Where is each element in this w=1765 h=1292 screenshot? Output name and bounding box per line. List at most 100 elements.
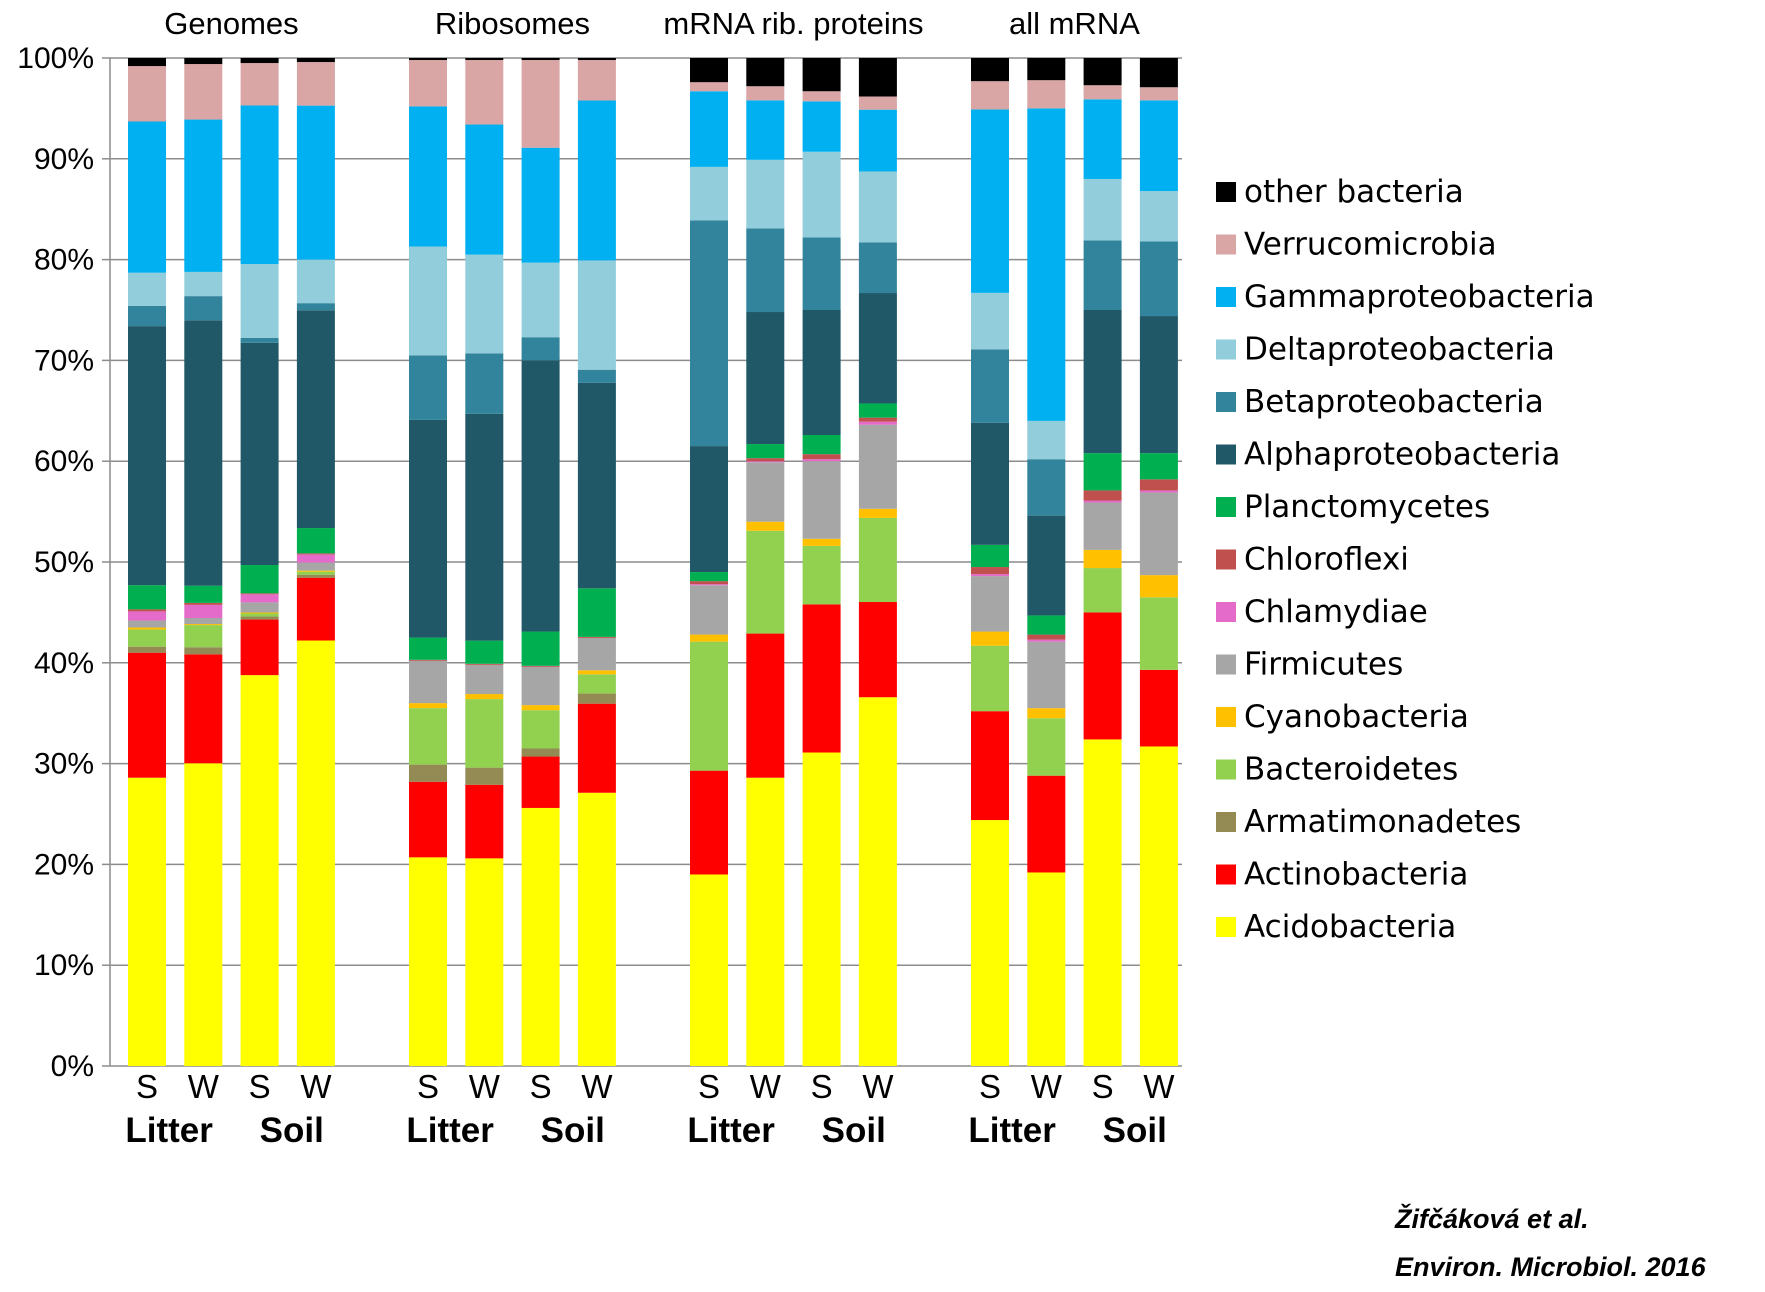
bar-season-label: W: [1031, 1068, 1063, 1105]
bar-segment-bacteroidetes: [409, 708, 447, 765]
bar-segment-armatimonadetes: [296, 574, 335, 578]
bar-segment-actinobacteria: [1083, 612, 1122, 740]
bar-segment-cyanobacteria: [858, 508, 897, 518]
bar-segment-acidobacteria: [1139, 746, 1178, 1066]
habitat-label-litter: Litter: [125, 1111, 213, 1150]
bar-segment-cyanobacteria: [1027, 708, 1066, 719]
bar-segment-chloroflexi: [971, 567, 1009, 575]
bar-segment-acidobacteria: [858, 697, 897, 1066]
bar-segment-alphaproteobacteria: [409, 419, 447, 638]
bar-segment-gammaproteobacteria: [128, 121, 166, 273]
citation-line-1: Žifčáková et al.: [1394, 1203, 1589, 1234]
bar-segment-gammaproteobacteria: [802, 101, 841, 152]
legend-label: Planctomycetes: [1244, 489, 1490, 525]
bar-segment-other-bacteria: [240, 58, 279, 64]
bar-segment-deltaproteobacteria: [1083, 178, 1122, 241]
bar-segment-betaproteobacteria: [296, 303, 335, 311]
y-tick-label: 80%: [34, 244, 94, 277]
bar-segment-deltaproteobacteria: [971, 292, 1009, 350]
bar-season-label: S: [1092, 1068, 1114, 1105]
bar-segment-gammaproteobacteria: [1083, 99, 1122, 179]
habitat-label-soil: Soil: [1103, 1111, 1167, 1150]
bar-segment-actinobacteria: [296, 577, 335, 641]
bar-segment-verrucomicrobia: [690, 82, 728, 92]
y-tick-label: 40%: [34, 647, 94, 680]
legend-label: Verrucomicrobia: [1244, 227, 1497, 263]
bar-segment-chlamydiae: [971, 574, 1009, 577]
legend-swatch: [1216, 707, 1236, 727]
bar-segment-alphaproteobacteria: [521, 360, 560, 632]
y-tick-label: 90%: [34, 143, 94, 176]
legend-swatch: [1216, 287, 1236, 307]
y-tick-label: 30%: [34, 748, 94, 781]
habitat-label-soil: Soil: [260, 1111, 324, 1150]
bar-segment-firmicutes: [1139, 492, 1178, 576]
bar-segment-planctomycetes: [971, 544, 1009, 568]
bar-segment-firmicutes: [1027, 641, 1066, 709]
bar-segment-other-bacteria: [971, 58, 1009, 82]
bar-segment-armatimonadetes: [577, 693, 616, 704]
bar-segment-chloroflexi: [746, 458, 785, 462]
bar-segment-verrucomicrobia: [971, 81, 1009, 110]
bar-segment-cyanobacteria: [240, 612, 279, 614]
bar-segment-betaproteobacteria: [128, 305, 166, 327]
bar-segment-actinobacteria: [409, 781, 447, 858]
y-tick-label: 10%: [34, 949, 94, 982]
bar-segment-alphaproteobacteria: [1027, 515, 1066, 616]
bar-segment-gammaproteobacteria: [465, 124, 504, 255]
legend-swatch: [1216, 497, 1236, 517]
legend: other bacteria Verrucomicrobia Gammaproteo…: [1216, 174, 1595, 945]
legend-swatch: [1216, 759, 1236, 780]
bar-segment-other-bacteria: [1083, 58, 1122, 86]
bar-season-label: W: [188, 1068, 220, 1105]
bar-segment-other-bacteria: [577, 58, 616, 61]
bar-segment-acidobacteria: [128, 777, 166, 1066]
bar-segment-bacteroidetes: [240, 613, 279, 617]
bar-segment-chloroflexi: [240, 593, 279, 595]
bar-segment-chlamydiae: [128, 611, 166, 621]
bar-segment-firmicutes: [409, 660, 447, 704]
bar-segment-acidobacteria: [465, 858, 504, 1066]
bar-segment-firmicutes: [240, 602, 279, 613]
bar-segment-chlamydiae: [296, 554, 335, 563]
bar-segment-actinobacteria: [521, 756, 560, 808]
bar-season-label: W: [750, 1068, 782, 1105]
bar-season-label: S: [530, 1068, 552, 1105]
bar-segment-firmicutes: [971, 576, 1009, 632]
bar-segment-cyanobacteria: [690, 634, 728, 642]
bar-segment-verrucomicrobia: [128, 66, 166, 122]
bar-segment-gammaproteobacteria: [1027, 108, 1066, 421]
bar-segment-acidobacteria: [971, 820, 1009, 1066]
bar-segment-cyanobacteria: [128, 627, 166, 630]
bar-segment-firmicutes: [746, 462, 785, 522]
bar-segment-cyanobacteria: [1139, 575, 1178, 598]
bar-segment-deltaproteobacteria: [296, 259, 335, 304]
bar-segment-deltaproteobacteria: [240, 264, 279, 338]
legend-label: Chlamydiae: [1244, 594, 1428, 630]
bar-segment-betaproteobacteria: [746, 228, 785, 313]
bar-segment-deltaproteobacteria: [521, 262, 560, 338]
bar-segment-bacteroidetes: [1027, 718, 1066, 776]
bar-segment-gammaproteobacteria: [184, 119, 223, 272]
legend-label: other bacteria: [1244, 174, 1464, 210]
bar-segment-actinobacteria: [240, 619, 279, 676]
bar-segment-alphaproteobacteria: [1139, 316, 1178, 454]
bar-segment-gammaproteobacteria: [746, 100, 785, 160]
bar-segment-bacteroidetes: [521, 710, 560, 749]
legend-swatch: [1216, 182, 1236, 202]
legend-label: Firmicutes: [1244, 647, 1403, 683]
bar-segment-firmicutes: [128, 620, 166, 628]
bar-segment-deltaproteobacteria: [409, 246, 447, 356]
bar-segment-armatimonadetes: [409, 764, 447, 782]
y-axis: 0% 10% 20% 30% 40% 50% 60% 70% 80% 90% 100%: [17, 42, 111, 1083]
bar-segment-firmicutes: [465, 664, 504, 695]
bar-segment-alphaproteobacteria: [240, 342, 279, 566]
y-tick-label: 60%: [34, 445, 94, 478]
bar-segment-planctomycetes: [802, 434, 841, 455]
bar-segment-planctomycetes: [128, 585, 166, 610]
bar-segment-actinobacteria: [465, 784, 504, 859]
bar-segment-chloroflexi: [128, 609, 166, 612]
bar-segment-chloroflexi: [1083, 490, 1122, 501]
bar-segment-actinobacteria: [1139, 669, 1178, 747]
habitat-label-litter: Litter: [968, 1111, 1056, 1150]
